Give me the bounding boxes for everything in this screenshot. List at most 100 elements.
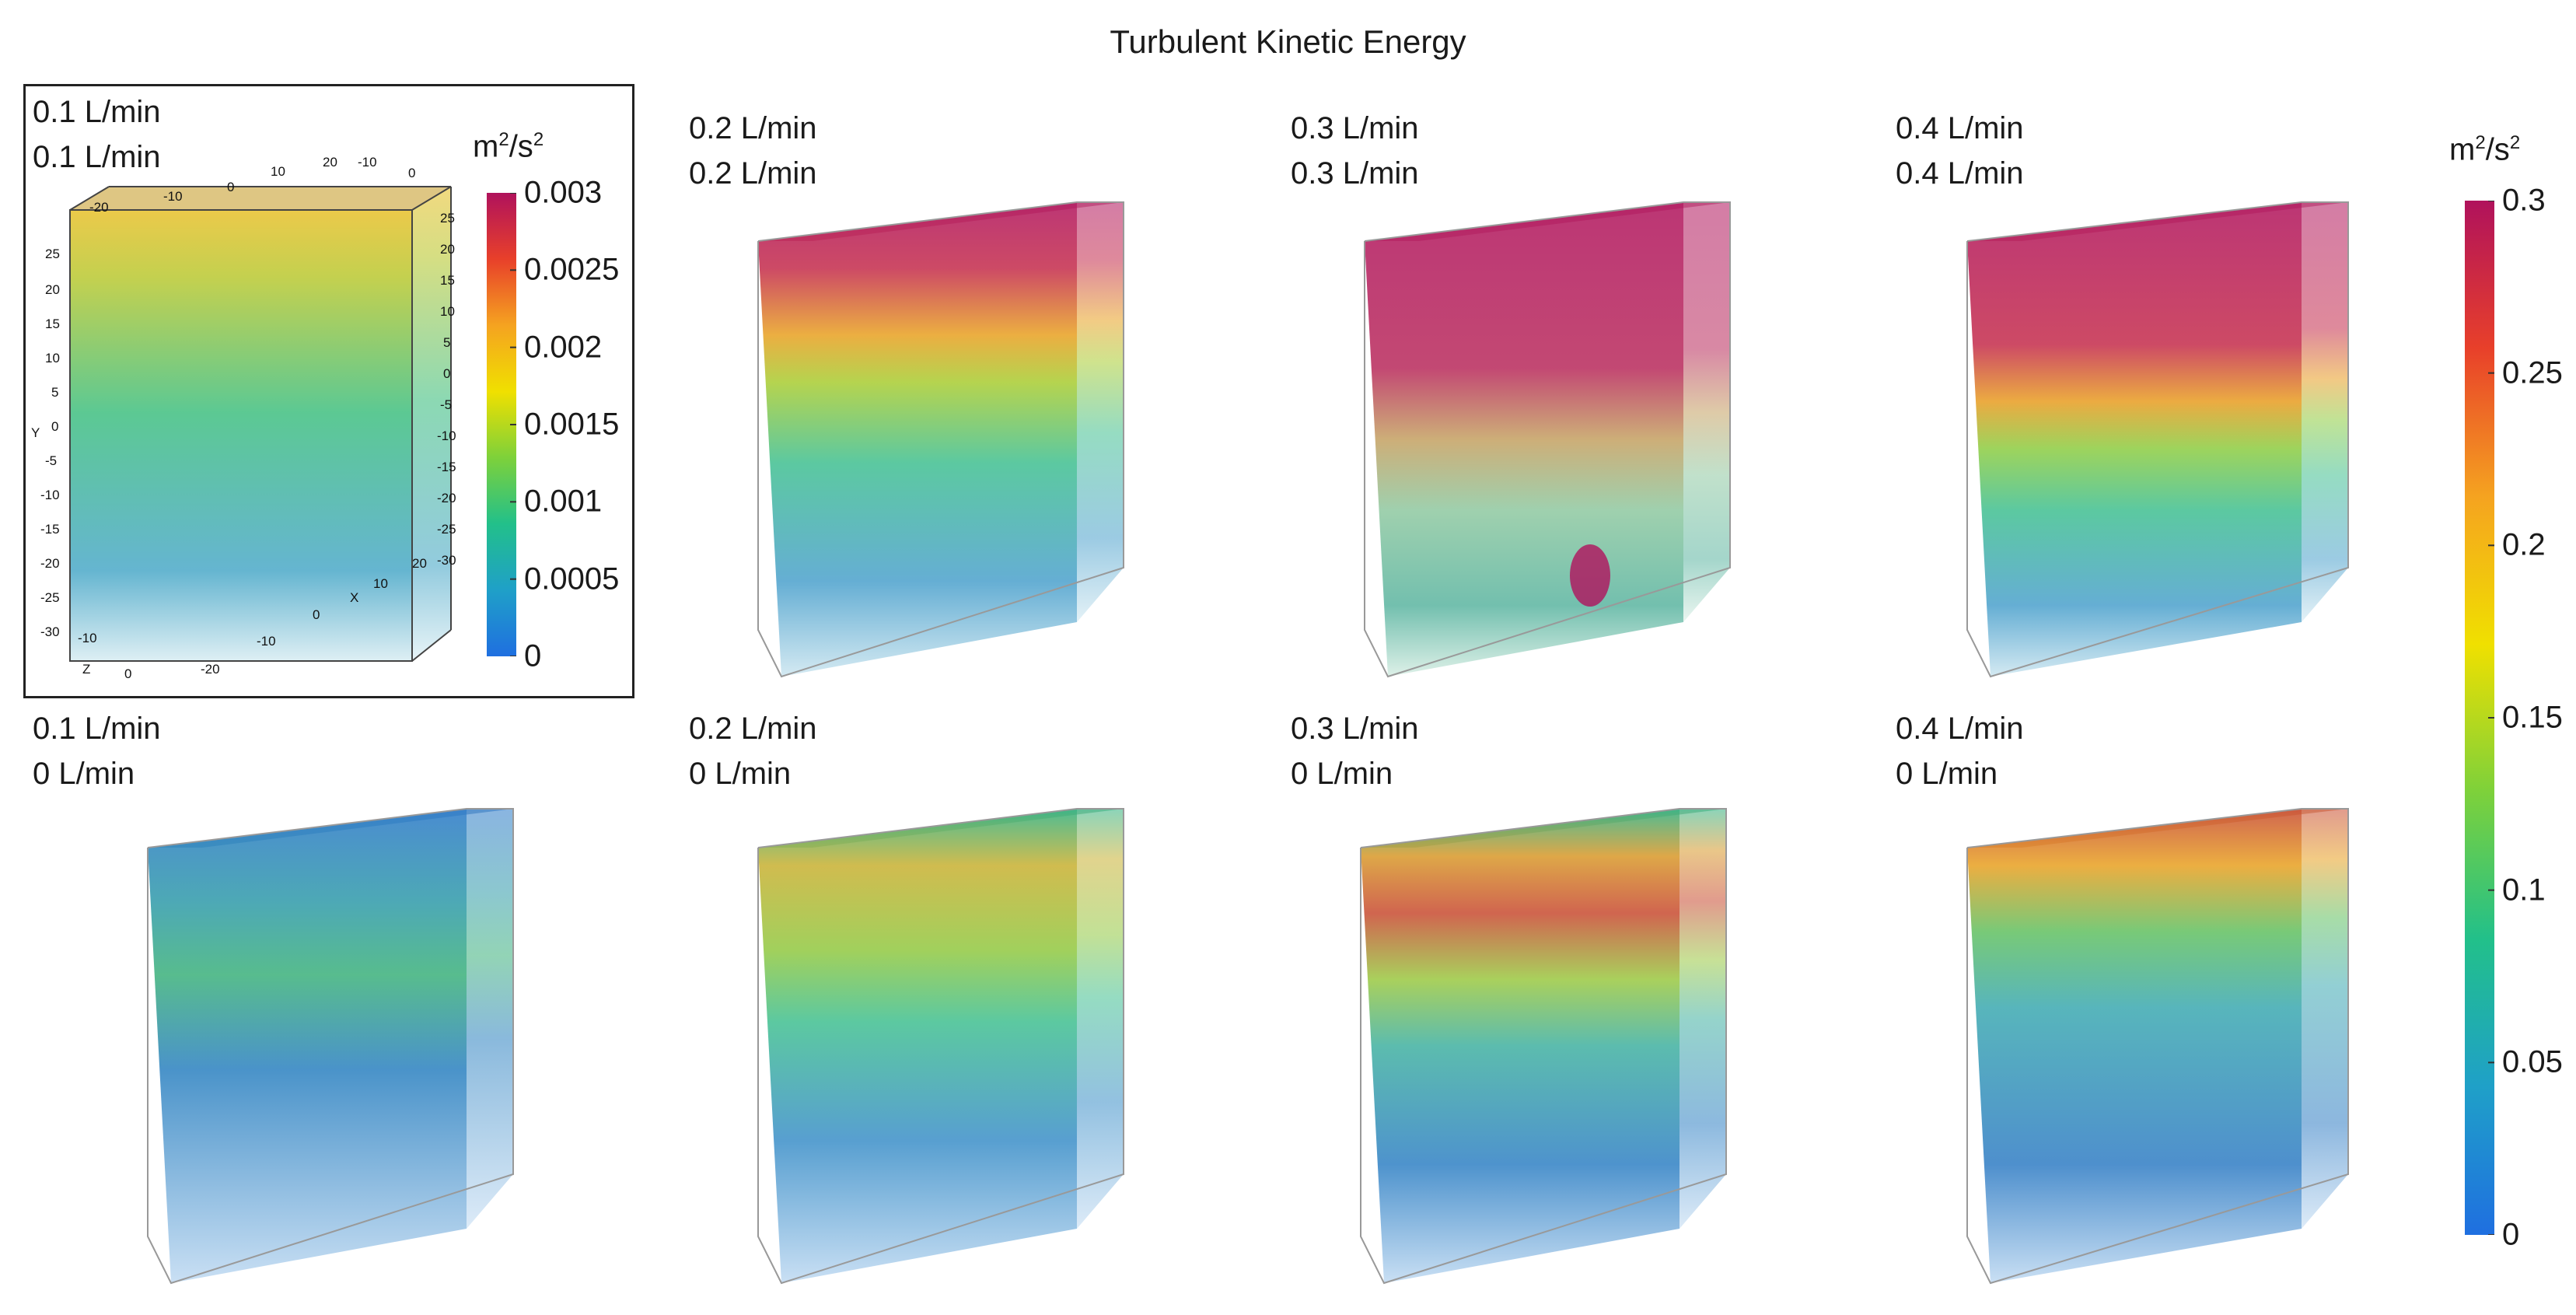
colorbar-tick-label: 0.0025 — [524, 252, 620, 287]
tick-label: -10 — [358, 155, 377, 170]
colorbar-tick-label: 0.0015 — [524, 407, 620, 442]
volume-r1c2 — [757, 201, 1124, 678]
panel-label-line1: 0.3 L/min — [1291, 111, 1419, 145]
tick-label: -5 — [45, 453, 57, 468]
tick-label: -25 — [437, 522, 456, 537]
inset-left-y-ticks: 25 20 15 10 5 0 -5 -10 -15 -20 -25 -30 Y — [31, 247, 60, 639]
volume-r1c1 — [69, 186, 452, 662]
tick-label: -15 — [40, 522, 60, 537]
main-colorbar — [2465, 201, 2494, 1235]
tick-label: 0 — [443, 366, 450, 381]
unit-base: m — [2449, 132, 2476, 167]
panel-label-line2: 0.4 L/min — [1896, 156, 2024, 191]
panel-label-r1c2: 0.2 L/min 0.2 L/min — [689, 106, 817, 196]
unit-exp: 2 — [2475, 132, 2486, 153]
panel-label-line1: 0.4 L/min — [1896, 712, 2024, 746]
tick-label: -20 — [40, 556, 60, 571]
tick-label: -30 — [40, 624, 60, 639]
panel-label-line1: 0.2 L/min — [689, 111, 817, 145]
panel-label-line2: 0 L/min — [689, 757, 792, 791]
panel-label-line2: 0 L/min — [33, 757, 135, 791]
volume-r2c4 — [1966, 808, 2349, 1285]
tick-label: 10 — [271, 164, 285, 179]
tick-label: 10 — [373, 576, 388, 591]
colorbar-tick-label: 0.3 — [2502, 183, 2546, 218]
volume-r1c4 — [1966, 201, 2349, 678]
panel-label-line2: 0.2 L/min — [689, 156, 817, 191]
tick-label: -20 — [437, 491, 456, 505]
panel-label-line1: 0.3 L/min — [1291, 712, 1419, 746]
tick-label: 25 — [45, 247, 60, 261]
panel-label-line2: 0.1 L/min — [33, 140, 161, 174]
volume-r2c2 — [757, 808, 1124, 1285]
tick-label: 10 — [45, 351, 60, 365]
tick-label: -10 — [257, 634, 276, 649]
tick-label: -10 — [437, 428, 456, 443]
unit-exp: 2 — [498, 129, 509, 150]
z-axis-label: Z — [82, 662, 90, 677]
inset-axes: -20 -10 0 10 20 -10 0 25 20 15 10 5 0 -5… — [31, 155, 456, 681]
panel-label-r1c1: 0.1 L/min 0.1 L/min — [33, 89, 161, 180]
panel-label-line1: 0.1 L/min — [33, 95, 161, 129]
tick-label: 20 — [323, 155, 337, 170]
tick-label: -10 — [163, 189, 183, 204]
unit-mid: /s — [509, 129, 533, 164]
tick-label: 25 — [440, 211, 455, 226]
tick-label: 15 — [440, 273, 455, 288]
inset-colorbar-unit: m2/s2 — [473, 129, 544, 164]
panel-label-r2c1: 0.1 L/min 0 L/min — [33, 706, 161, 796]
unit-base: m — [473, 129, 499, 164]
tick-label: -15 — [437, 460, 456, 474]
tick-label: -10 — [78, 631, 97, 645]
panel-label-line1: 0.2 L/min — [689, 712, 817, 746]
tick-label: -10 — [40, 488, 60, 502]
colorbar-tick-label: 0.003 — [524, 175, 603, 210]
tick-label: 20 — [440, 242, 455, 257]
tick-label: 0 — [227, 180, 234, 194]
panel-label-line2: 0.3 L/min — [1291, 156, 1419, 191]
tick-label: -25 — [40, 590, 60, 605]
colorbar-tick-label: 0.1 — [2502, 873, 2546, 908]
tick-label: 15 — [45, 317, 60, 331]
panel-label-r2c2: 0.2 L/min 0 L/min — [689, 706, 817, 796]
panel-label-line2: 0 L/min — [1896, 757, 1998, 791]
inset-top-x-ticks: -20 -10 0 10 20 -10 0 — [89, 155, 415, 215]
inset-bottom-ticks: -10 0 Z -20 -10 0 X 10 20 — [78, 556, 427, 681]
y-axis-label: Y — [31, 425, 40, 440]
volume-r2c1 — [147, 808, 514, 1285]
panel-label-r2c3: 0.3 L/min 0 L/min — [1291, 706, 1419, 796]
colorbar-tick-label: 0.15 — [2502, 700, 2563, 735]
colorbar-tick-label: 0.0005 — [524, 561, 620, 596]
tick-label: 10 — [440, 304, 455, 319]
tick-label: 0 — [124, 666, 131, 681]
colorbar-tick-label: 0 — [524, 638, 542, 673]
tick-label: 20 — [45, 282, 60, 297]
tick-label: 20 — [412, 556, 427, 571]
tick-label: 5 — [443, 335, 450, 350]
chart-title: Turbulent Kinetic Energy — [1110, 23, 1466, 60]
panel-label-r2c4: 0.4 L/min 0 L/min — [1896, 706, 2024, 796]
tick-label: 0 — [408, 166, 415, 180]
inset-frame — [23, 84, 634, 698]
colorbar-tick-label: 0.001 — [524, 484, 603, 519]
unit-exp2: 2 — [2509, 132, 2521, 153]
colorbar-tick-label: 0.002 — [524, 330, 603, 365]
tick-label: 0 — [313, 607, 320, 622]
unit-mid: /s — [2485, 132, 2510, 167]
volume-r2c3 — [1360, 808, 1727, 1285]
tick-label: -20 — [201, 662, 220, 677]
colorbar-tick-label: 0.25 — [2502, 355, 2563, 390]
unit-exp2: 2 — [533, 129, 544, 150]
tick-label: -20 — [89, 200, 109, 215]
panel-label-line2: 0 L/min — [1291, 757, 1393, 791]
x-axis-label: X — [350, 590, 358, 605]
inset-colorbar — [487, 193, 516, 656]
tick-label: 0 — [51, 419, 58, 434]
main-colorbar-unit: m2/s2 — [2449, 132, 2520, 167]
tick-label: 5 — [51, 385, 58, 400]
panel-label-line1: 0.4 L/min — [1896, 111, 2024, 145]
inset-right-y-ticks: 25 20 15 10 5 0 -5 -10 -15 -20 -25 -30 — [437, 211, 456, 568]
panel-label-line1: 0.1 L/min — [33, 712, 161, 746]
volume-r1c3 — [1364, 201, 1731, 678]
panel-label-r1c4: 0.4 L/min 0.4 L/min — [1896, 106, 2024, 196]
